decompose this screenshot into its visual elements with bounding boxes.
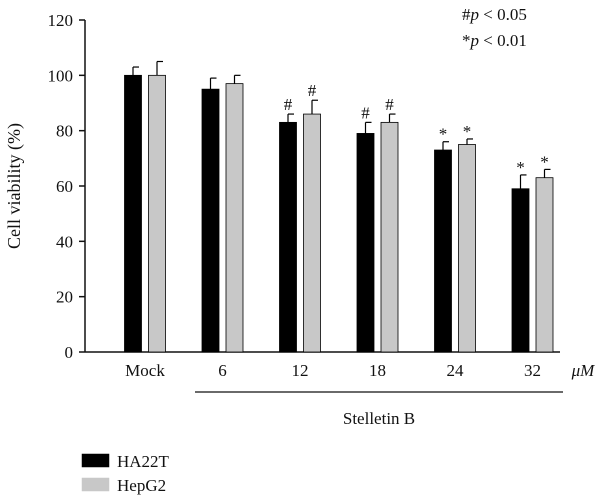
- significance-note: #p < 0.05: [462, 5, 527, 24]
- significance-mark: *: [540, 152, 549, 171]
- note-threshold: < 0.05: [479, 5, 527, 24]
- legend-label-ha22t: HA22T: [117, 452, 170, 471]
- x-tick-label: Mock: [125, 361, 165, 380]
- y-tick-label: 60: [56, 177, 73, 196]
- bar-hepg2-0: [148, 74, 166, 353]
- x-tick-label: 24: [447, 361, 465, 380]
- legend: HA22T HepG2: [81, 452, 170, 495]
- significance-mark: *: [439, 125, 448, 144]
- bars: # # # # * * * *: [124, 60, 554, 353]
- bar-hepg2-4: [458, 144, 476, 353]
- significance-mark: #: [284, 95, 293, 114]
- significance-notes: #p < 0.05*p < 0.01: [462, 5, 527, 50]
- x-tick-label: 6: [218, 361, 227, 380]
- bar-ha22t-4: [434, 149, 452, 353]
- y-tick-label: 0: [65, 343, 74, 362]
- y-tick-label: 40: [56, 232, 73, 251]
- bar-hepg2-2: [303, 113, 321, 353]
- legend-label-hepg2: HepG2: [117, 476, 166, 495]
- y-tick-label: 20: [56, 288, 73, 307]
- significance-mark: #: [308, 81, 317, 100]
- bar-ha22t-0: [124, 74, 142, 353]
- bar-hepg2-3: [380, 121, 399, 353]
- y-tick-label: 100: [48, 66, 74, 85]
- x-unit-label: μM: [571, 361, 596, 380]
- significance-mark: *: [463, 122, 472, 141]
- bar-ha22t-1: [201, 88, 220, 353]
- significance-mark: #: [361, 103, 370, 122]
- category-labels: Mock 6 12 18 24 32: [125, 361, 541, 380]
- significance-mark: *: [516, 158, 525, 177]
- note-threshold: < 0.01: [479, 31, 527, 50]
- y-tick-label: 80: [56, 122, 73, 141]
- bar-hepg2-5: [535, 177, 554, 353]
- bar-ha22t-5: [511, 188, 530, 353]
- x-tick-label: 32: [524, 361, 541, 380]
- y-ticks: 0 20 40 60 80 100 120: [48, 11, 85, 362]
- y-axis-title: Cell viability (%): [4, 123, 25, 249]
- bar-hepg2-1: [225, 83, 244, 353]
- x-tick-label: 12: [292, 361, 309, 380]
- bar-ha22t-2: [279, 121, 297, 353]
- note-p: p: [470, 5, 480, 24]
- x-tick-label: 18: [369, 361, 386, 380]
- note-symbol: #: [462, 5, 471, 24]
- legend-swatch-ha22t: [81, 453, 110, 468]
- note-symbol: *: [462, 31, 471, 50]
- y-tick-label: 120: [48, 11, 74, 30]
- significance-mark: #: [385, 95, 394, 114]
- group-label: Stelletin B: [343, 409, 415, 428]
- bar-ha22t-3: [356, 133, 375, 353]
- significance-note: *p < 0.01: [462, 31, 527, 50]
- legend-swatch-hepg2: [81, 477, 110, 492]
- note-p: p: [470, 31, 480, 50]
